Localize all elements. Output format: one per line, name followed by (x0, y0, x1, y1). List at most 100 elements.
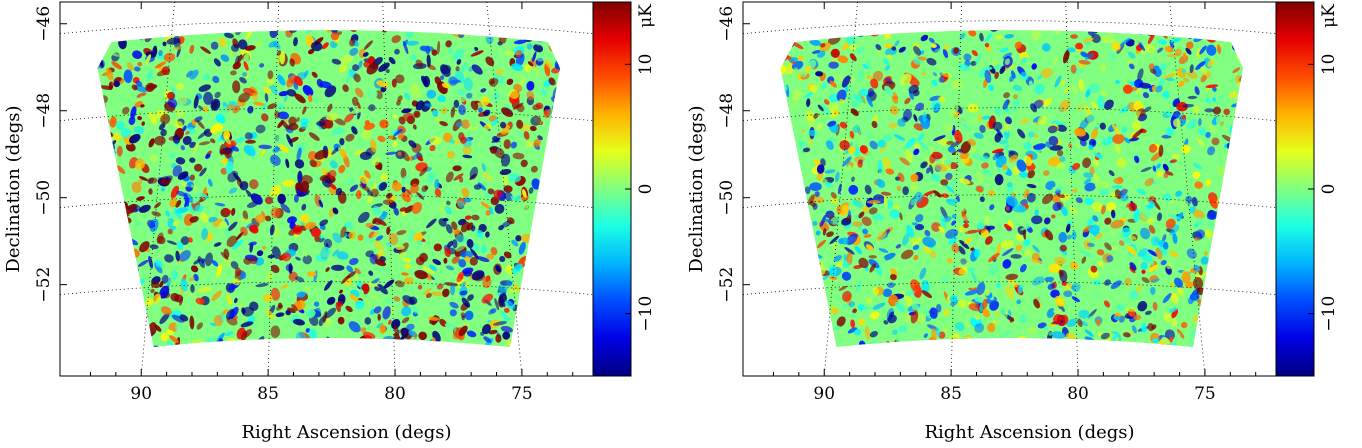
map-blob (765, 341, 776, 353)
map-blob (305, 327, 310, 333)
map-blob (466, 330, 477, 338)
map-blob (1165, 218, 1176, 229)
map-blob (101, 282, 112, 288)
map-blob (364, 120, 370, 126)
map-blob (103, 256, 113, 263)
map-blob (920, 117, 931, 130)
map-blob (459, 136, 467, 144)
map-blob (1090, 348, 1100, 362)
map-blob (432, 258, 442, 266)
map-blob (1085, 52, 1095, 60)
map-blob (1116, 157, 1127, 168)
map-blob (868, 207, 878, 215)
map-blob (83, 159, 93, 169)
map-blob (1211, 351, 1224, 360)
map-blob (555, 336, 561, 341)
map-blob (1169, 159, 1177, 164)
map-blob (1079, 119, 1089, 129)
map-blob (401, 112, 414, 122)
colorbar (1275, 1, 1315, 377)
map-blob (133, 346, 144, 347)
map-blob (814, 191, 820, 197)
map-blob (353, 73, 361, 83)
map-blob (1009, 317, 1014, 323)
map-blob (1026, 183, 1037, 189)
map-blob (184, 193, 189, 207)
map-blob (533, 43, 544, 53)
map-blob (1148, 63, 1155, 70)
map-blob (1131, 120, 1142, 131)
map-blob (157, 235, 166, 245)
map-blob (954, 130, 963, 144)
map-blob (1045, 363, 1057, 372)
map-blob (545, 321, 553, 330)
map-blob (1155, 350, 1168, 364)
map-blob (995, 282, 1001, 288)
map-blob (1037, 74, 1043, 80)
map-blob (458, 30, 465, 35)
map-blob (805, 346, 809, 347)
map-blob (984, 289, 991, 296)
map-blob (537, 135, 543, 141)
map-blob (80, 200, 89, 209)
map-blob (210, 322, 216, 327)
map-blob (968, 30, 977, 37)
map-blob (1148, 264, 1159, 273)
map-blob (1239, 322, 1244, 331)
map-blob (1177, 287, 1184, 296)
map-blob (804, 91, 814, 98)
map-blob (1152, 301, 1158, 311)
map-blob (766, 351, 777, 362)
map-blob (1005, 273, 1019, 281)
map-blob (1075, 143, 1081, 149)
map-blob (1241, 97, 1244, 105)
map-blob (498, 299, 506, 308)
map-blob (1190, 17, 1202, 25)
map-blob (1169, 39, 1174, 49)
map-blob (448, 19, 452, 26)
map-blob (348, 231, 356, 240)
map-blob (870, 350, 874, 361)
map-blob (250, 30, 256, 32)
map-blob (850, 319, 856, 329)
map-blob (789, 57, 799, 63)
map-blob (93, 16, 103, 26)
map-blob (982, 298, 988, 310)
map-blob (458, 176, 464, 183)
map-blob (771, 35, 780, 46)
map-blob (1109, 229, 1114, 236)
map-blob (985, 66, 993, 70)
map-blob (495, 68, 505, 77)
map-blob (120, 362, 128, 369)
map-blob (938, 76, 945, 83)
map-blob (1016, 299, 1022, 305)
map-blob (266, 77, 275, 86)
map-blob (820, 214, 827, 227)
map-blob (863, 205, 870, 213)
map-blob (166, 240, 178, 245)
map-blob (392, 141, 399, 148)
map-blob (476, 256, 490, 263)
map-blob (374, 217, 387, 226)
map-blob (381, 210, 386, 217)
map-blob (849, 44, 857, 52)
map-blob (102, 187, 108, 198)
map-blob (969, 348, 984, 358)
map-blob (1048, 135, 1059, 146)
map-blob (802, 286, 812, 296)
map-blob (518, 334, 527, 341)
map-blob (256, 205, 262, 214)
map-blob (816, 123, 824, 131)
map-blob (320, 167, 329, 176)
map-blob (931, 151, 943, 160)
map-blob (130, 348, 143, 364)
map-blob (533, 78, 541, 87)
map-blob (1239, 161, 1244, 169)
map-blob (273, 135, 283, 144)
map-blob (938, 96, 946, 103)
map-blob (406, 323, 415, 331)
map-blob (960, 226, 968, 233)
map-blob (460, 119, 471, 129)
map-blob (852, 12, 865, 26)
map-blob (885, 168, 895, 175)
